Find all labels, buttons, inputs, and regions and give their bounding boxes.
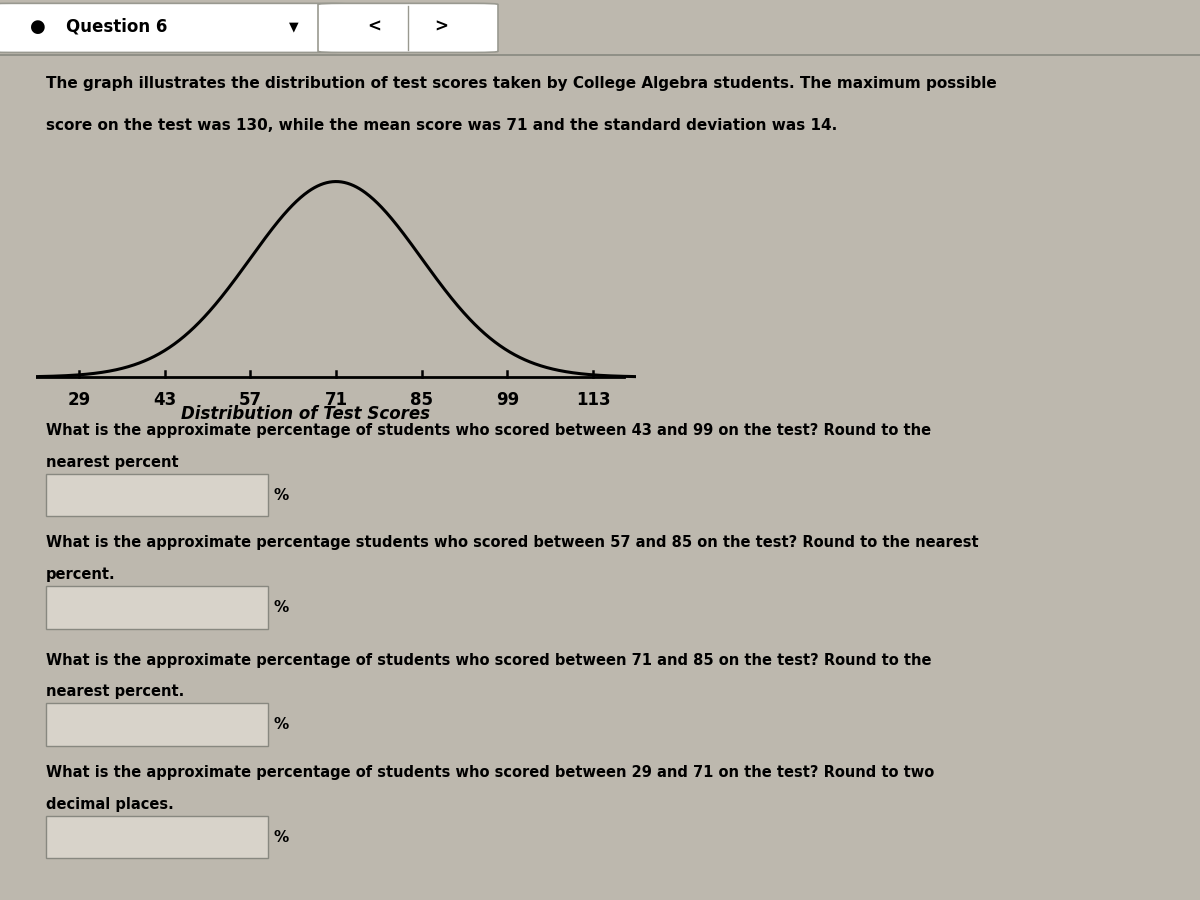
- Text: %: %: [274, 600, 289, 615]
- Text: 99: 99: [496, 391, 520, 409]
- Text: ●: ●: [30, 18, 46, 36]
- FancyBboxPatch shape: [318, 4, 498, 52]
- Text: 71: 71: [324, 391, 348, 409]
- FancyBboxPatch shape: [46, 703, 268, 746]
- Text: What is the approximate percentage of students who scored between 71 and 85 on t: What is the approximate percentage of st…: [46, 652, 931, 668]
- Text: decimal places.: decimal places.: [46, 796, 173, 812]
- Text: 57: 57: [239, 391, 262, 409]
- Text: 29: 29: [67, 391, 90, 409]
- Text: Distribution of Test Scores: Distribution of Test Scores: [181, 405, 430, 423]
- Text: What is the approximate percentage students who scored between 57 and 85 on the : What is the approximate percentage stude…: [46, 536, 978, 551]
- Text: score on the test was 130, while the mean score was 71 and the standard deviatio: score on the test was 130, while the mea…: [46, 119, 836, 133]
- Text: The graph illustrates the distribution of test scores taken by College Algebra s: The graph illustrates the distribution o…: [46, 76, 996, 91]
- Text: <: <: [367, 18, 382, 36]
- Text: Question 6: Question 6: [66, 18, 167, 36]
- Text: ▼: ▼: [289, 21, 299, 33]
- Text: What is the approximate percentage of students who scored between 29 and 71 on t: What is the approximate percentage of st…: [46, 765, 934, 780]
- FancyBboxPatch shape: [46, 586, 268, 629]
- Text: nearest percent: nearest percent: [46, 454, 179, 470]
- Text: What is the approximate percentage of students who scored between 43 and 99 on t: What is the approximate percentage of st…: [46, 423, 931, 438]
- Text: nearest percent.: nearest percent.: [46, 684, 184, 699]
- Text: %: %: [274, 830, 289, 844]
- Text: 43: 43: [152, 391, 176, 409]
- FancyBboxPatch shape: [46, 815, 268, 859]
- FancyBboxPatch shape: [46, 473, 268, 517]
- Text: 85: 85: [410, 391, 433, 409]
- FancyBboxPatch shape: [0, 4, 348, 52]
- Text: %: %: [274, 488, 289, 502]
- Text: %: %: [274, 717, 289, 732]
- Text: >: >: [434, 18, 449, 36]
- Text: 113: 113: [576, 391, 611, 409]
- Text: percent.: percent.: [46, 567, 115, 582]
